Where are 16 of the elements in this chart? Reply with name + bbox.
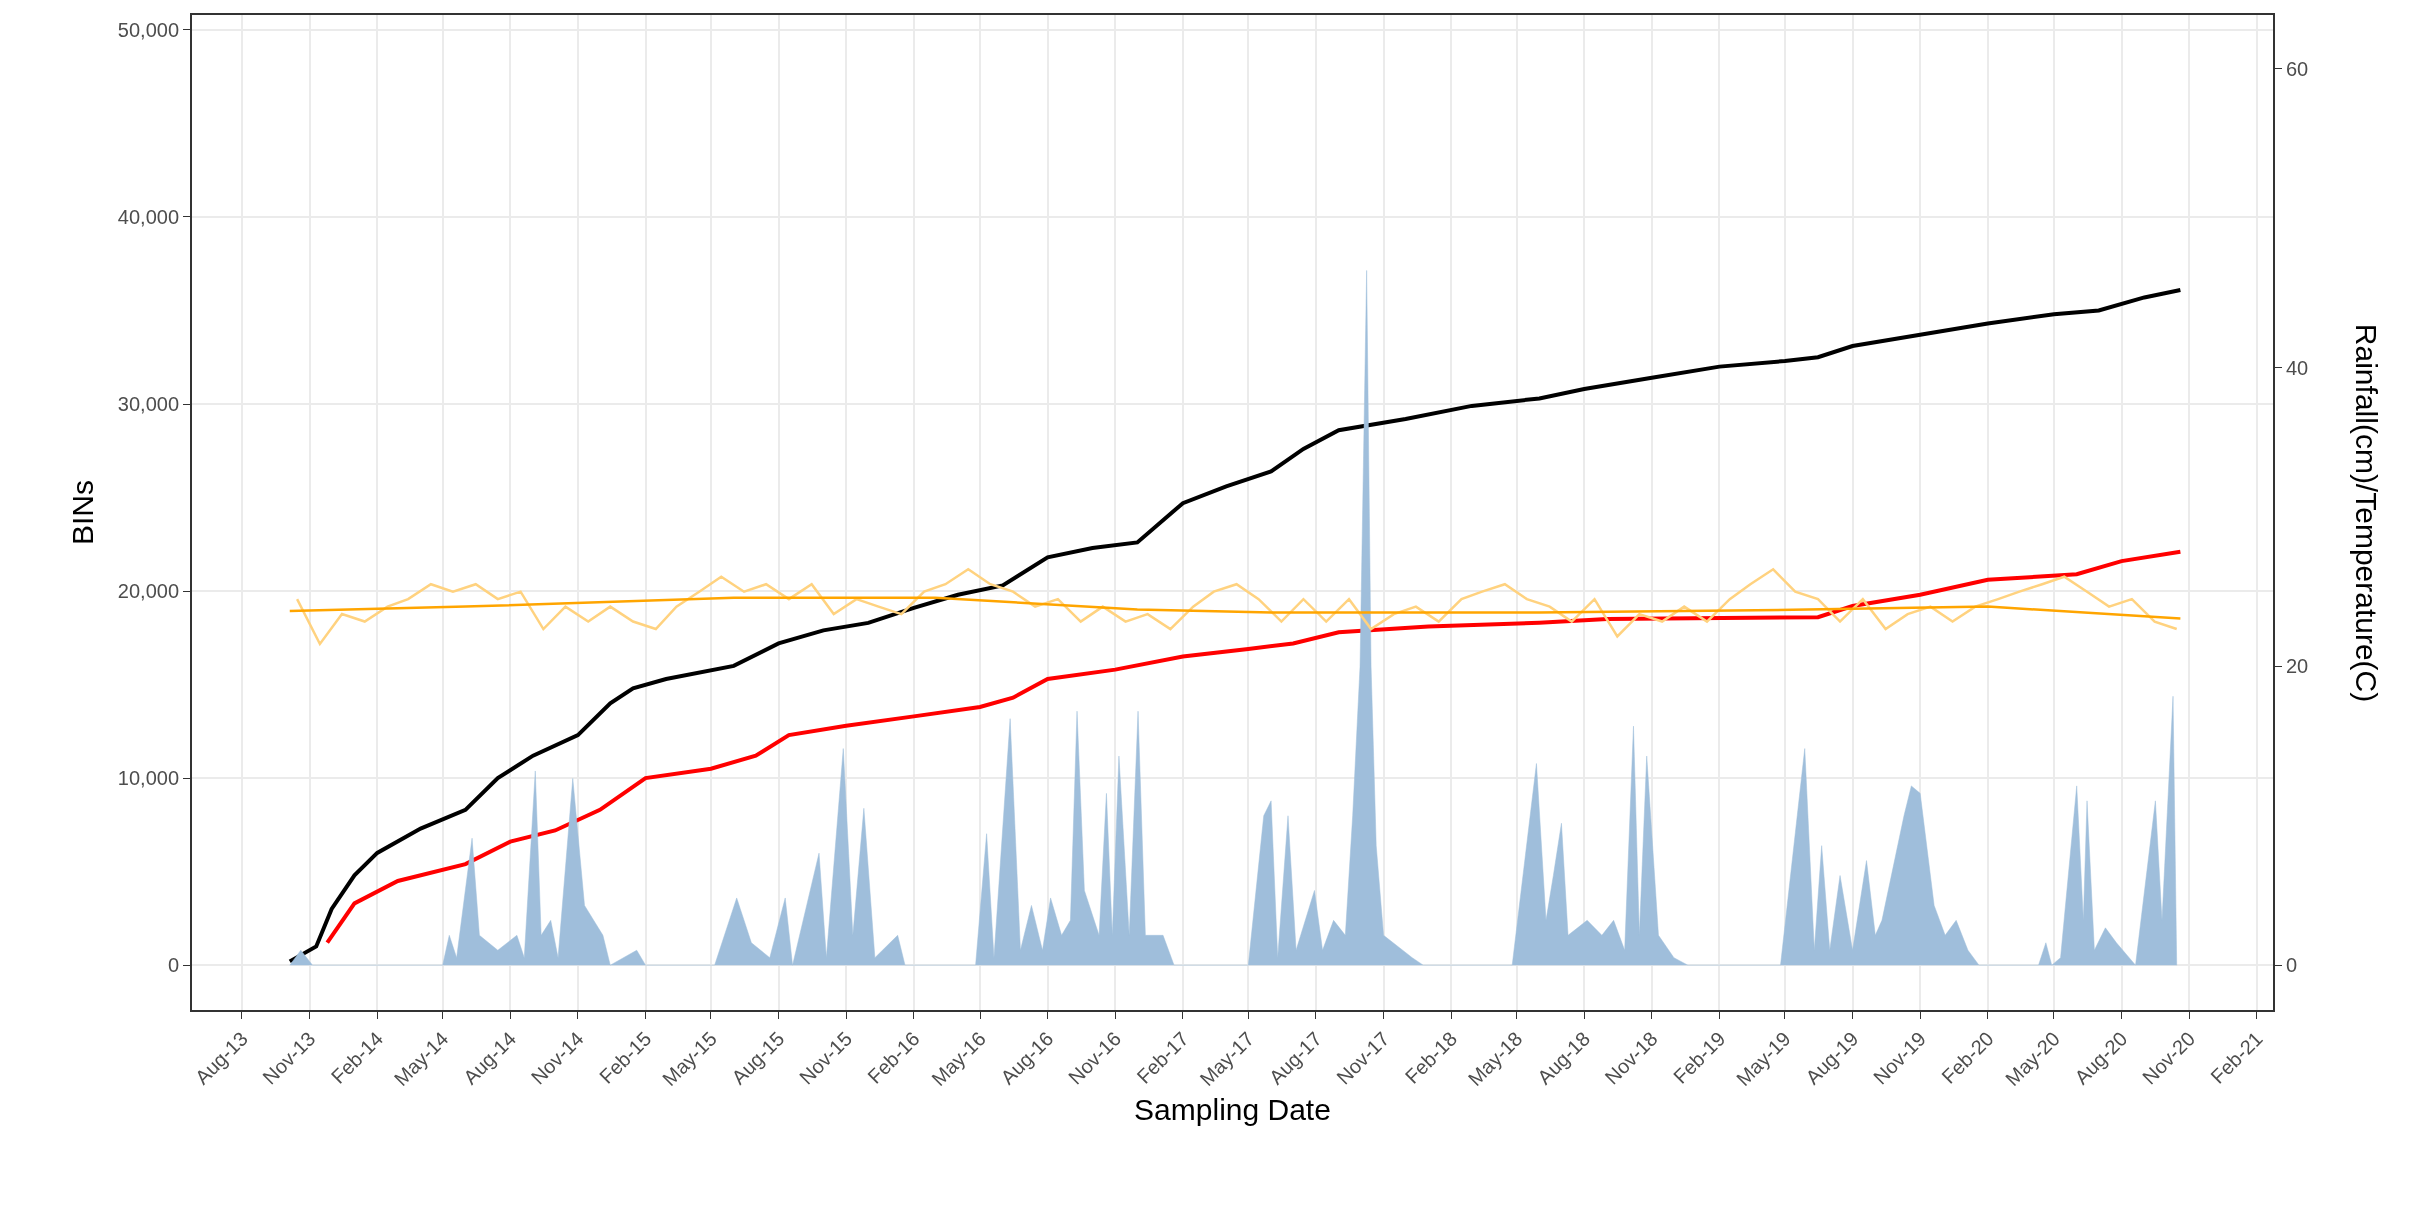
line-series bbox=[295, 568, 2178, 646]
y-tick-label: 10,000 bbox=[117, 767, 179, 790]
y2-tick-label: 40 bbox=[2286, 356, 2309, 379]
line-series bbox=[288, 596, 2182, 620]
y-tick-label: 30,000 bbox=[117, 393, 179, 416]
y-tick-label: 50,000 bbox=[117, 18, 179, 41]
y2-tick-label: 60 bbox=[2286, 57, 2309, 80]
line-series bbox=[325, 549, 2183, 945]
y-tick-label: 20,000 bbox=[117, 580, 179, 603]
y-tick-label: 0 bbox=[167, 954, 179, 977]
y2-tick-label: 20 bbox=[2286, 655, 2309, 678]
y2-tick-label: 0 bbox=[2286, 954, 2298, 977]
x-axis-title: Sampling Date bbox=[1134, 1093, 1331, 1127]
y-axis-title: BINs bbox=[66, 479, 100, 546]
y2-axis-title: Rainfall(cm)/Temperature(C) bbox=[2350, 323, 2384, 703]
y-tick-label: 40,000 bbox=[117, 205, 179, 228]
